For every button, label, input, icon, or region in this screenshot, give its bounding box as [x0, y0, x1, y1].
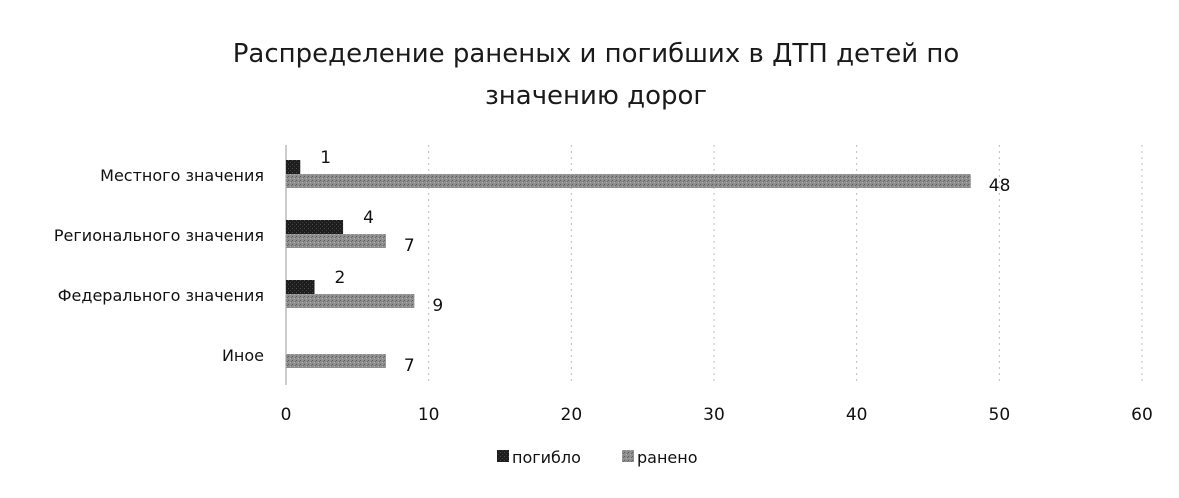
data-label: 4	[363, 208, 374, 228]
category-label: Федерального значения	[58, 286, 264, 305]
legend-swatch-injured	[622, 450, 634, 462]
legend: погибло ранено	[497, 448, 698, 467]
bar-injured	[286, 174, 971, 188]
data-label: 9	[432, 296, 443, 316]
x-tick-label-50: 50	[989, 405, 1011, 425]
data-label: 48	[989, 176, 1011, 196]
data-label: 1	[320, 148, 331, 168]
category-label: Регионального значения	[54, 226, 264, 245]
bars: 1 48 4 7 2 9 7	[286, 148, 1010, 376]
category-labels: Местного значения Регионального значения Ф…	[54, 166, 264, 365]
legend-swatch-killed	[497, 450, 509, 462]
bar-injured	[286, 354, 386, 368]
bar-killed	[286, 220, 344, 234]
x-tick-label-30: 30	[703, 405, 725, 425]
bar-killed	[286, 280, 315, 294]
legend-label-injured: ранено	[637, 448, 698, 467]
gridlines	[285, 145, 1143, 385]
data-label: 7	[404, 236, 415, 256]
data-label: 2	[335, 268, 346, 288]
x-tick-label-60: 60	[1131, 405, 1153, 425]
x-tick-label-0: 0	[281, 405, 292, 425]
bar-killed	[286, 160, 301, 174]
x-axis-ticks: 0 10 20 30 40 50 60	[281, 405, 1153, 425]
legend-label-killed: погибло	[512, 448, 581, 467]
chart-title-line-1: Распределение раненых и погибших в ДТП д…	[233, 39, 960, 69]
chart-title-line-2: значению дорог	[485, 81, 707, 111]
x-tick-label-20: 20	[561, 405, 583, 425]
x-tick-label-10: 10	[418, 405, 440, 425]
category-label: Местного значения	[100, 166, 264, 185]
bar-injured	[286, 294, 415, 308]
data-label: 7	[404, 356, 415, 376]
x-tick-label-40: 40	[846, 405, 868, 425]
bar-injured	[286, 234, 386, 248]
category-label: Иное	[222, 346, 264, 365]
